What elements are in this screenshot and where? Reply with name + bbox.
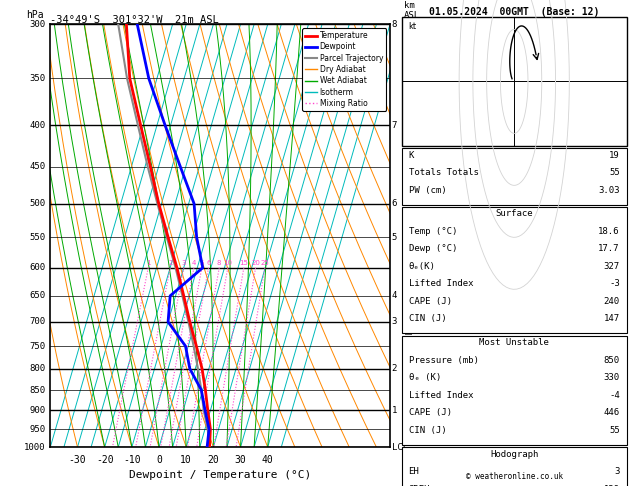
Text: 3.03: 3.03 (598, 186, 620, 195)
Text: Dewpoint / Temperature (°C): Dewpoint / Temperature (°C) (129, 470, 311, 480)
Text: 450: 450 (29, 162, 45, 171)
Text: 25: 25 (260, 260, 269, 266)
Text: 950: 950 (29, 425, 45, 434)
Text: 20: 20 (251, 260, 260, 266)
Text: Totals Totals: Totals Totals (409, 168, 479, 177)
Text: Surface: Surface (496, 209, 533, 219)
Text: 900: 900 (29, 406, 45, 415)
Text: 55: 55 (609, 426, 620, 435)
Text: Lifted Index: Lifted Index (409, 391, 473, 400)
Legend: Temperature, Dewpoint, Parcel Trajectory, Dry Adiabat, Wet Adiabat, Isotherm, Mi: Temperature, Dewpoint, Parcel Trajectory… (302, 28, 386, 111)
Text: Temp (°C): Temp (°C) (409, 227, 457, 236)
Text: -10: -10 (123, 455, 141, 465)
Text: 500: 500 (29, 199, 45, 208)
Text: 10: 10 (181, 455, 192, 465)
Text: 20: 20 (208, 455, 220, 465)
Text: 850: 850 (29, 385, 45, 395)
Text: 4: 4 (392, 291, 397, 300)
Text: 240: 240 (604, 297, 620, 306)
Text: 5: 5 (392, 233, 397, 242)
Text: 5: 5 (199, 260, 204, 266)
Text: 1: 1 (146, 260, 150, 266)
Text: 650: 650 (29, 291, 45, 300)
Text: kt: kt (409, 22, 417, 31)
Text: -34°49'S  301°32'W  21m ASL: -34°49'S 301°32'W 21m ASL (50, 15, 219, 25)
Bar (402, 148, 626, 205)
Text: 8: 8 (392, 20, 397, 29)
Text: 600: 600 (29, 263, 45, 272)
Text: 01.05.2024  00GMT  (Base: 12): 01.05.2024 00GMT (Base: 12) (429, 7, 599, 17)
Text: EH: EH (409, 467, 420, 476)
Text: 3: 3 (182, 260, 186, 266)
Text: 3: 3 (615, 467, 620, 476)
Bar (402, 336, 626, 445)
Text: -4: -4 (609, 391, 620, 400)
Text: 40: 40 (262, 455, 274, 465)
Text: 800: 800 (29, 364, 45, 373)
Text: 1000: 1000 (24, 443, 45, 451)
Text: Pressure (mb): Pressure (mb) (409, 356, 479, 365)
Text: 0: 0 (156, 455, 162, 465)
Text: 17.7: 17.7 (598, 244, 620, 254)
Text: 350: 350 (29, 74, 45, 83)
Text: 1: 1 (392, 406, 397, 415)
Text: 327: 327 (604, 262, 620, 271)
Text: CAPE (J): CAPE (J) (409, 408, 452, 417)
Text: Lifted Index: Lifted Index (409, 279, 473, 289)
Text: 6: 6 (392, 199, 397, 208)
Text: -3: -3 (609, 279, 620, 289)
Text: 550: 550 (29, 233, 45, 242)
Text: 700: 700 (29, 317, 45, 327)
Bar (402, 17, 626, 146)
Text: 300: 300 (29, 20, 45, 29)
Text: 330: 330 (604, 373, 620, 382)
Text: 750: 750 (29, 342, 45, 350)
Text: Mixing Ratio (g/kg): Mixing Ratio (g/kg) (406, 239, 415, 334)
Text: 446: 446 (604, 408, 620, 417)
Text: -20: -20 (96, 455, 113, 465)
Text: 400: 400 (29, 121, 45, 130)
Bar (402, 447, 626, 486)
Text: 147: 147 (604, 314, 620, 324)
Text: © weatheronline.co.uk: © weatheronline.co.uk (465, 472, 563, 481)
Text: 3: 3 (392, 317, 397, 327)
Text: 10: 10 (223, 260, 232, 266)
Text: 30: 30 (235, 455, 247, 465)
Text: Dewp (°C): Dewp (°C) (409, 244, 457, 254)
Text: θₑ(K): θₑ(K) (409, 262, 435, 271)
Text: hPa: hPa (26, 10, 44, 20)
Text: 55: 55 (609, 168, 620, 177)
Text: Hodograph: Hodograph (490, 450, 538, 459)
Text: 15: 15 (240, 260, 248, 266)
Text: PW (cm): PW (cm) (409, 186, 446, 195)
Text: SREH: SREH (409, 485, 430, 486)
Text: 129: 129 (604, 485, 620, 486)
Text: 18.6: 18.6 (598, 227, 620, 236)
Text: CIN (J): CIN (J) (409, 426, 446, 435)
Text: LCL: LCL (392, 443, 408, 451)
Text: K: K (409, 151, 414, 160)
Text: -30: -30 (69, 455, 86, 465)
Text: CIN (J): CIN (J) (409, 314, 446, 324)
Text: θₑ (K): θₑ (K) (409, 373, 441, 382)
Text: 2: 2 (168, 260, 172, 266)
Text: 850: 850 (604, 356, 620, 365)
Text: 8: 8 (217, 260, 221, 266)
Text: Most Unstable: Most Unstable (479, 338, 549, 347)
Text: 7: 7 (392, 121, 397, 130)
Text: 6: 6 (206, 260, 211, 266)
Bar (402, 207, 626, 333)
Text: 19: 19 (609, 151, 620, 160)
Text: km
ASL: km ASL (404, 0, 420, 20)
Text: CAPE (J): CAPE (J) (409, 297, 452, 306)
Text: 4: 4 (192, 260, 196, 266)
Text: 2: 2 (392, 364, 397, 373)
